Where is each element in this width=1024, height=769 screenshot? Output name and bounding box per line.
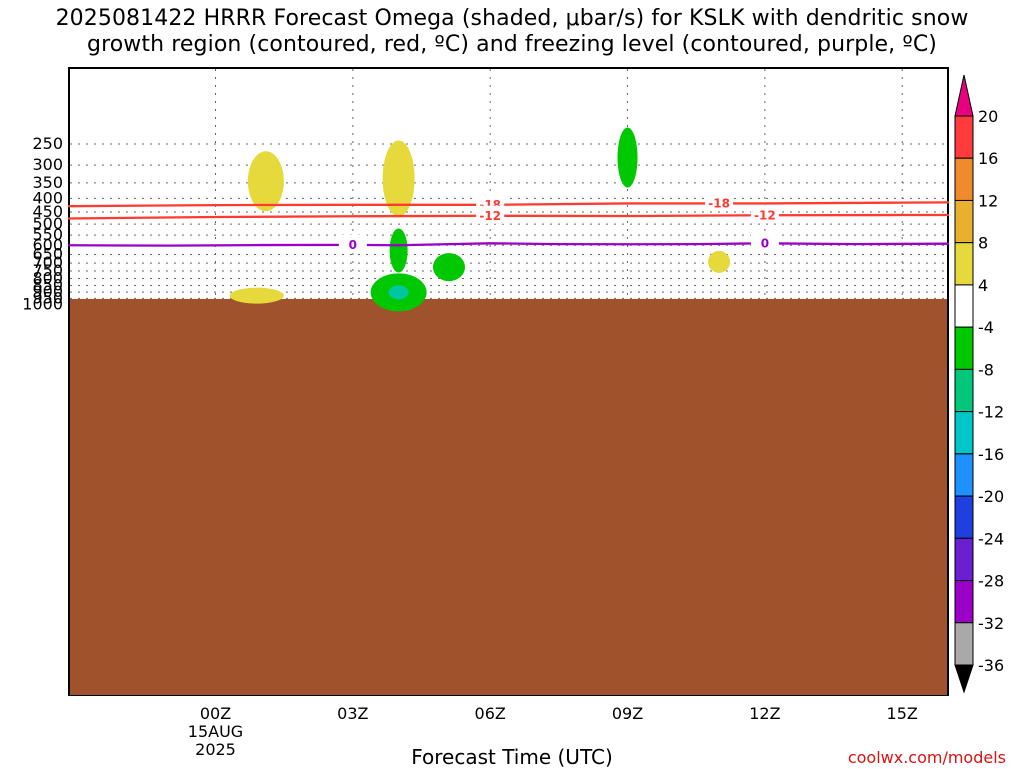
- chart-title-line-2: growth region (contoured, red, ºC) and f…: [87, 32, 937, 57]
- omega-blob-yellow-700: [708, 250, 731, 273]
- colorbar-segment: [954, 242, 974, 286]
- dgz-contour-minus12-label: -12: [754, 208, 776, 222]
- colorbar-top-arrow: [954, 74, 974, 117]
- y-tick-label: 500: [32, 214, 63, 233]
- terrain-ground: [70, 299, 947, 695]
- y-tick-label: 300: [32, 155, 63, 174]
- omega-blob-green-620: [389, 228, 408, 273]
- colorbar-tick-label: -4: [978, 318, 994, 337]
- dgz-contour-minus18-label-bg: [705, 193, 734, 212]
- dgz-contour-minus12: [67, 213, 950, 220]
- x-date-line-1: 15AUG: [188, 722, 243, 741]
- x-date-line-2: 2025: [195, 740, 236, 759]
- omega-blob-yellow-350b: [382, 140, 415, 217]
- colorbar-segment: [954, 199, 974, 244]
- y-tick-label: 550: [32, 225, 63, 244]
- colorbar-tick-label: -36: [978, 656, 1004, 675]
- chart-title-line-1: 2025081422 HRRR Forecast Omega (shaded, …: [55, 6, 969, 31]
- colorbar-tick-label: 8: [978, 234, 988, 253]
- credit-text: coolwx.com/models: [847, 748, 1006, 767]
- colorbar-segment: [954, 115, 974, 159]
- freezing-level-0c-label-bg: [750, 233, 779, 252]
- colorbar-tick-label: 12: [978, 191, 998, 210]
- colorbar-tick-label: 20: [978, 107, 998, 126]
- colorbar-segment: [954, 495, 974, 539]
- omega-blob-green-725: [432, 253, 465, 282]
- x-axis-title: Forecast Time (UTC): [411, 745, 613, 769]
- colorbar-tick-label: -32: [978, 614, 1004, 633]
- y-tick-label: 750: [32, 261, 63, 280]
- chart-title: 2025081422 HRRR Forecast Omega (shaded, …: [0, 6, 1024, 58]
- y-tick-label: 1000: [22, 294, 63, 313]
- dgz-contour-minus12-label-bg: [476, 205, 505, 224]
- colorbar-segment: [954, 157, 974, 201]
- colorbar-tick-label: -12: [978, 403, 1004, 422]
- x-tick-label: 12Z: [749, 704, 780, 723]
- omega-blob-teal-900-core: [388, 285, 409, 300]
- colorbar-tick-label: -24: [978, 529, 1004, 548]
- colorbar-tick-label: 16: [978, 149, 998, 168]
- freezing-level-0c-label: 0: [761, 236, 769, 250]
- colorbar-tick-label: -28: [978, 572, 1004, 591]
- colorbar-segment: [954, 622, 974, 666]
- colorbar-segment: [954, 326, 974, 370]
- x-tick-label: 03Z: [337, 704, 368, 723]
- colorbar-tick-label: -20: [978, 487, 1004, 506]
- colorbar-tick-label: -8: [978, 360, 994, 379]
- colorbar-segment: [954, 284, 974, 328]
- y-tick-label: 350: [32, 173, 63, 192]
- y-tick-label: 450: [32, 202, 63, 221]
- colorbar-bottom-arrow: [954, 664, 974, 694]
- x-tick-label: 09Z: [612, 704, 643, 723]
- colorbar-segment: [954, 580, 974, 624]
- omega-blob-green-280: [617, 127, 638, 188]
- y-tick-label: 250: [32, 134, 63, 153]
- y-tick-label: 400: [32, 188, 63, 207]
- omega-blob-yellow-930: [229, 287, 284, 304]
- colorbar-tick-label: -16: [978, 445, 1004, 464]
- colorbar-segment: [954, 368, 974, 413]
- omega-blob-yellow-350a: [247, 151, 284, 212]
- y-tick-label: 800: [32, 269, 63, 288]
- colorbar-tick-label: 4: [978, 276, 988, 295]
- y-tick-label: 600: [32, 235, 63, 254]
- x-tick-label: 00Z: [200, 704, 231, 723]
- y-tick-label: 650: [32, 245, 63, 264]
- freezing-level-0c-label: 0: [349, 238, 357, 252]
- colorbar-segment: [954, 411, 974, 455]
- y-tick-label: 700: [32, 253, 63, 272]
- freezing-level-0c-label-bg: [338, 234, 367, 253]
- dgz-contour-minus18-label: -18: [708, 196, 730, 210]
- dgz-contour-minus18: [67, 201, 950, 208]
- colorbar-segment: [954, 453, 974, 497]
- x-tick-label: 06Z: [475, 704, 506, 723]
- colorbar-segment: [954, 537, 974, 582]
- dgz-contour-minus12-label-bg: [750, 205, 779, 224]
- y-tick-label: 850: [32, 276, 63, 295]
- y-tick-label: 900: [32, 282, 63, 301]
- dgz-contour-minus12-label: -12: [479, 209, 501, 223]
- y-tick-label: 950: [32, 288, 63, 307]
- x-tick-label: 15Z: [887, 704, 918, 723]
